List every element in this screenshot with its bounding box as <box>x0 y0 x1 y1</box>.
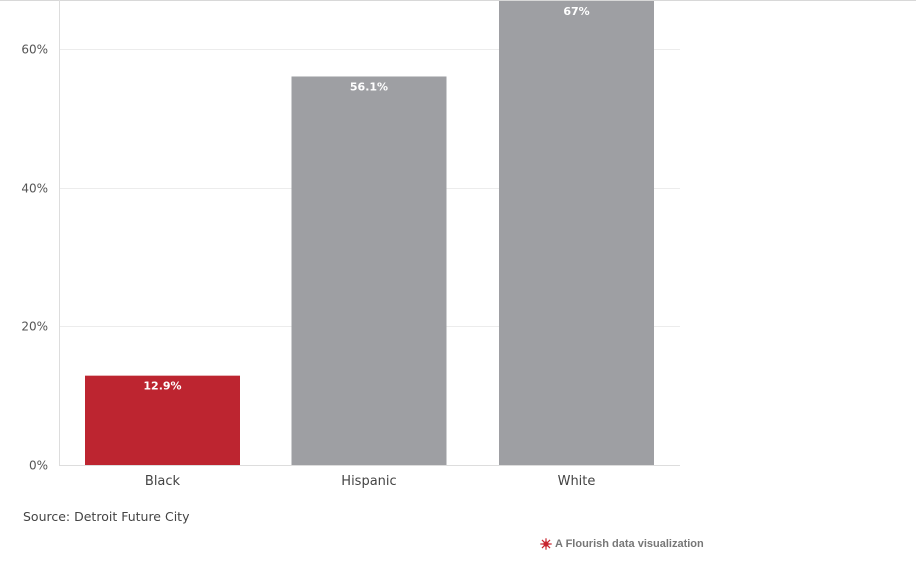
flourish-logo-icon <box>540 538 552 550</box>
x-tick-label: Black <box>145 474 181 489</box>
data-label: 56.1% <box>350 80 388 93</box>
x-tick-label: Hispanic <box>341 474 396 489</box>
y-axis: 0% 20% 40% 60% <box>21 0 680 473</box>
bar-white[interactable] <box>499 1 654 465</box>
x-axis: Black Hispanic White <box>145 474 596 489</box>
y-tick-label: 20% <box>21 320 48 334</box>
top-border <box>0 0 916 1</box>
credit-label: A Flourish data visualization <box>555 538 704 550</box>
y-tick-label: 40% <box>21 182 48 196</box>
x-tick-label: White <box>558 474 596 489</box>
bar-chart: 0% 20% 40% 60% 12.9% 56.1% 67% Black Hispanic W… <box>21 0 680 489</box>
flourish-credit-link[interactable]: A Flourish data visualization <box>540 538 704 550</box>
bars <box>85 1 654 465</box>
data-label: 12.9% <box>143 380 181 393</box>
bar-black[interactable] <box>85 375 240 465</box>
y-tick-label: 0% <box>29 459 48 473</box>
source-note: Source: Detroit Future City <box>23 509 190 524</box>
data-labels: 12.9% 56.1% 67% <box>143 5 589 393</box>
y-tick-label: 60% <box>21 43 48 57</box>
bar-hispanic[interactable] <box>291 76 447 465</box>
data-label: 67% <box>563 5 589 18</box>
